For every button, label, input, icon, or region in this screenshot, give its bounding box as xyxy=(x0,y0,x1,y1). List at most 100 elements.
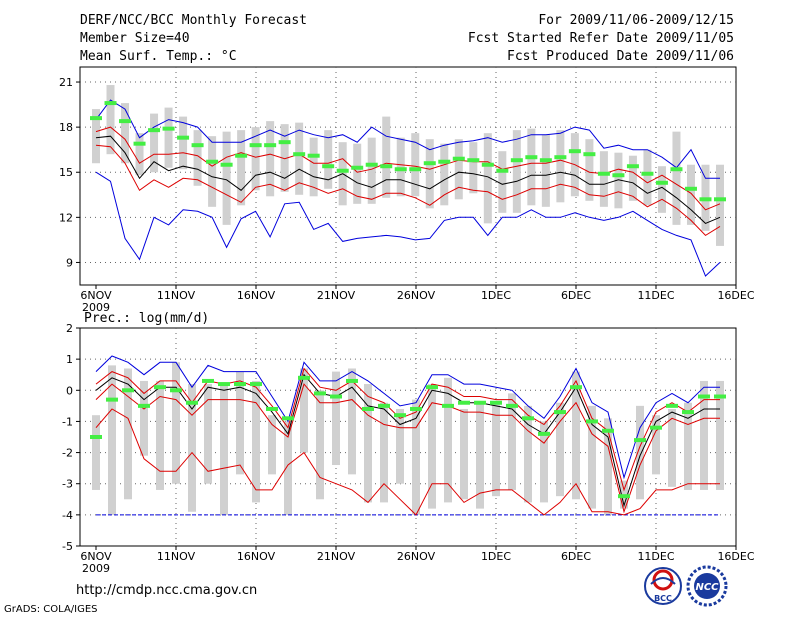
temp-median-marker xyxy=(467,158,480,163)
prec-ytick-label: -1 xyxy=(62,415,73,428)
prec-xtick-label: 26NOV xyxy=(397,550,436,563)
temp-spread-bar xyxy=(121,103,130,164)
temp-median-marker xyxy=(235,153,248,158)
temp-median-marker xyxy=(322,164,335,169)
prec-spread-bar xyxy=(124,368,132,500)
prec-spread-bar xyxy=(460,408,468,500)
temp-median-marker xyxy=(162,126,175,131)
temp-line-min-likely xyxy=(95,144,721,237)
temp-median-marker xyxy=(307,153,320,158)
temp-spread-bar xyxy=(541,134,550,207)
temp-median-marker xyxy=(220,162,233,167)
variable-label: Mean Surf. Temp.: °C xyxy=(80,49,237,64)
temp-spread-bar xyxy=(382,116,391,198)
temp-xtick-label: 21NOV xyxy=(317,289,356,302)
temp-median-marker xyxy=(380,164,393,169)
prec-spread-bar xyxy=(92,415,100,490)
temp-xtick-label: 16DEC xyxy=(717,289,754,302)
prec-plot-frame xyxy=(79,327,737,547)
prec-xtick-label: 16DEC xyxy=(717,550,754,563)
temp-spread-bar xyxy=(367,137,376,204)
prec-median-marker xyxy=(490,400,502,405)
source-url[interactable]: http://cmdp.ncc.cma.gov.cn xyxy=(76,583,258,598)
temp-median-marker xyxy=(699,197,712,202)
prec-median-marker xyxy=(442,403,454,408)
temp-spread-bar xyxy=(440,143,449,206)
prec-median-marker xyxy=(346,378,358,383)
temp-median-marker xyxy=(452,156,465,161)
temp-spread-bar xyxy=(454,139,463,200)
prec-xtick-label: 11NOV xyxy=(157,550,196,563)
prec-median-marker xyxy=(506,403,518,408)
temp-xtick-label: 11DEC xyxy=(637,289,674,302)
temp-median-marker xyxy=(684,186,697,191)
temp-plot-frame xyxy=(79,66,737,286)
prec-ytick-label: 1 xyxy=(66,353,73,366)
prec-median-marker xyxy=(666,403,678,408)
temp-median-marker xyxy=(641,171,654,176)
bcc-logo: BCC xyxy=(644,567,682,605)
grads-credit: GrADS: COLA/IGES xyxy=(4,604,98,615)
prec-ytick-label: -5 xyxy=(62,540,73,553)
prec-line-max-likely xyxy=(95,367,720,492)
prec-median-marker xyxy=(250,382,262,387)
temp-median-marker xyxy=(336,168,349,173)
prec-spread-bar xyxy=(156,380,164,490)
temp-median-marker xyxy=(191,143,204,148)
ncc-logo: NCC xyxy=(686,565,728,607)
prec-spread-bar xyxy=(364,384,372,503)
temp-spread-bar xyxy=(106,85,115,155)
prec-xtick-label: 11DEC xyxy=(637,550,674,563)
temp-spread-bar xyxy=(295,122,304,195)
temp-spread-bar xyxy=(208,136,217,207)
temp-spread-bar xyxy=(716,164,724,246)
temp-median-marker xyxy=(510,158,523,163)
prec-median-marker xyxy=(586,419,598,424)
temp-xtick-label: 11NOV xyxy=(157,289,196,302)
ncc-logo-text: NCC xyxy=(695,582,719,593)
prec-median-marker xyxy=(266,406,278,411)
prec-ytick-label: -4 xyxy=(62,509,73,522)
temp-median-marker xyxy=(351,165,364,170)
prec-spread-bar xyxy=(396,408,404,484)
temp-spread-bar xyxy=(469,142,478,194)
prec-median-marker xyxy=(650,425,662,430)
temp-spread-bar xyxy=(324,130,333,189)
prec-median-marker xyxy=(602,428,614,433)
prec-median-marker xyxy=(202,378,214,383)
temp-median-marker xyxy=(177,135,190,140)
prec-spread-bar xyxy=(652,415,660,475)
temp-median-marker xyxy=(148,128,161,133)
temp-spread-bar xyxy=(512,130,521,213)
temp-spread-bar xyxy=(237,130,246,206)
prec-spread-bar xyxy=(140,380,148,456)
prec-spread-bar xyxy=(604,418,612,515)
prec-spread-bar xyxy=(348,368,356,475)
prec-median-marker xyxy=(378,403,390,408)
temp-line-max-likely xyxy=(95,126,721,211)
prec-median-marker xyxy=(458,400,470,405)
temp-median-marker xyxy=(133,141,146,146)
temp-ytick-label: 15 xyxy=(59,166,73,179)
temp-spread-bar xyxy=(498,151,507,213)
prec-spread-bar xyxy=(412,399,420,515)
temp-median-marker xyxy=(119,119,132,124)
prec-median-marker xyxy=(410,406,422,411)
prec-median-marker xyxy=(538,431,550,436)
prec-xtick-label: 6NOV xyxy=(80,550,112,563)
prec-spread-bar xyxy=(636,405,644,500)
temp-median-marker xyxy=(670,167,683,172)
temp-xtick-label: 1DEC xyxy=(481,289,511,302)
prec-spread-bar xyxy=(220,384,228,515)
temp-median-marker xyxy=(496,168,509,173)
temp-spread-bar xyxy=(222,131,231,225)
temp-spread-bar xyxy=(643,149,652,206)
prec-spread-bar xyxy=(556,402,564,497)
temp-median-marker xyxy=(409,167,422,172)
prec-spread-bar xyxy=(572,371,580,500)
prec-spread-bar xyxy=(684,402,692,490)
prec-spread-bar xyxy=(444,377,452,503)
prec-line-min-likely xyxy=(95,383,720,514)
prec-median-marker xyxy=(362,406,374,411)
temp-spread-bar xyxy=(280,124,289,192)
